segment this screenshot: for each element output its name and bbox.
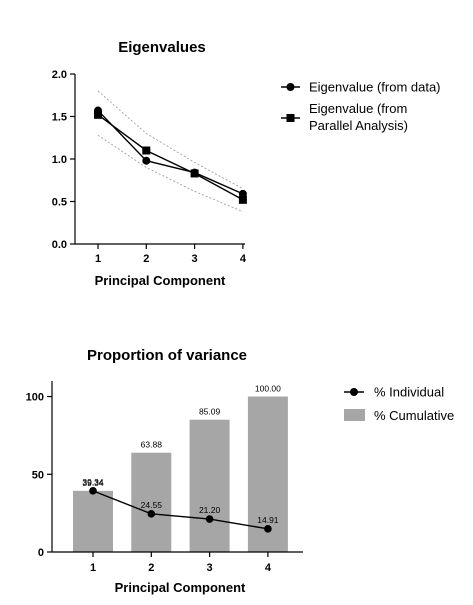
individual-point [89, 487, 97, 495]
cumulative-bar [131, 452, 172, 552]
upper-band-line [97, 90, 244, 190]
series-line-1 [97, 110, 244, 195]
legend-square-marker [286, 114, 295, 122]
x-tick-label: 1 [95, 253, 101, 265]
square-point [142, 146, 151, 155]
legend-item-cumulative: % Cumulative [344, 408, 454, 423]
legend-label-cumulative: % Cumulative [374, 408, 454, 423]
x-tick-label: 4 [240, 253, 247, 265]
legend-item-individual: % Individual [344, 385, 444, 400]
y-tick-label: 50 [32, 469, 44, 481]
chart2-legend: % Individual % Cumulative [344, 385, 454, 423]
chart2-title: Proportion of variance [87, 347, 247, 364]
individual-point [147, 510, 156, 518]
cumulative-bar-label: 63.88 [141, 440, 163, 450]
legend-item-parallel-analysis: Eigenvalue (from Parallel Analysis) [281, 101, 408, 133]
individual-point [264, 525, 272, 533]
legend-label-parallel-line1: Eigenvalue (from [309, 101, 407, 116]
individual-point-label: 21.20 [199, 505, 221, 515]
chart1-legend: Eigenvalue (from data) Eigenvalue (from … [281, 80, 441, 133]
series-line-2 [97, 114, 244, 201]
y-tick-label: 1.5 [52, 112, 67, 124]
proportion-of-variance-chart: Proportion of variance 39.3463.8885.0910… [26, 347, 455, 595]
legend-swatch-cumulative [344, 409, 365, 421]
y-tick-label: 0.0 [52, 239, 67, 251]
cumulative-bar [189, 419, 230, 552]
x-tick-label: 3 [207, 562, 213, 574]
x-tick-label: 4 [265, 562, 272, 574]
cumulative-bar-label: 85.09 [199, 407, 221, 417]
square-point [94, 110, 102, 119]
x-tick-label: 2 [148, 562, 154, 574]
legend-circle-marker [350, 388, 358, 396]
individual-line [92, 490, 269, 530]
x-tick-label: 2 [143, 253, 149, 265]
y-tick-label: 0 [38, 547, 44, 559]
individual-point-label: 24.55 [141, 500, 163, 510]
individual-point [205, 515, 214, 523]
y-tick-label: 2.0 [52, 69, 67, 81]
chart2-ticks: 0 50 100 1 2 3 4 [26, 392, 272, 574]
legend-label-individual: % Individual [374, 385, 444, 400]
individual-point-label: 14.91 [257, 515, 279, 525]
square-point [238, 195, 247, 204]
chart1-band [97, 90, 244, 213]
chart2-x-axis-title: Principal Component [115, 580, 246, 595]
individual-point-label: 39.34 [82, 477, 104, 487]
square-point [190, 169, 199, 178]
chart2-individual-line: 39.34 24.55 21.20 14.91 [82, 477, 279, 533]
chart1-series [94, 106, 247, 204]
legend-label-parallel-line2: Parallel Analysis) [309, 118, 408, 133]
circle-point [142, 156, 151, 165]
legend-item-from-data: Eigenvalue (from data) [281, 80, 441, 95]
x-tick-label: 1 [90, 562, 96, 574]
chart1-title: Eigenvalues [118, 39, 206, 56]
y-tick-label: 1.0 [52, 154, 67, 166]
legend-circle-marker [286, 83, 295, 91]
eigenvalues-chart: Eigenvalues 0.0 0.5 1.0 1.5 2.0 1 2 3 4 Principa… [52, 39, 441, 288]
y-tick-label: 100 [26, 392, 44, 404]
cumulative-bar-label: 39.34 [82, 478, 104, 488]
cumulative-bar [73, 490, 113, 552]
legend-label-data: Eigenvalue (from data) [309, 80, 441, 95]
chart1-x-axis-title: Principal Component [95, 273, 226, 288]
chart1-ticks: 0.0 0.5 1.0 1.5 2.0 1 2 3 4 [52, 69, 247, 265]
x-tick-label: 3 [192, 253, 198, 265]
lower-band-line [97, 134, 244, 213]
y-tick-label: 0.5 [52, 197, 67, 209]
cumulative-bar-label: 100.00 [255, 384, 281, 394]
